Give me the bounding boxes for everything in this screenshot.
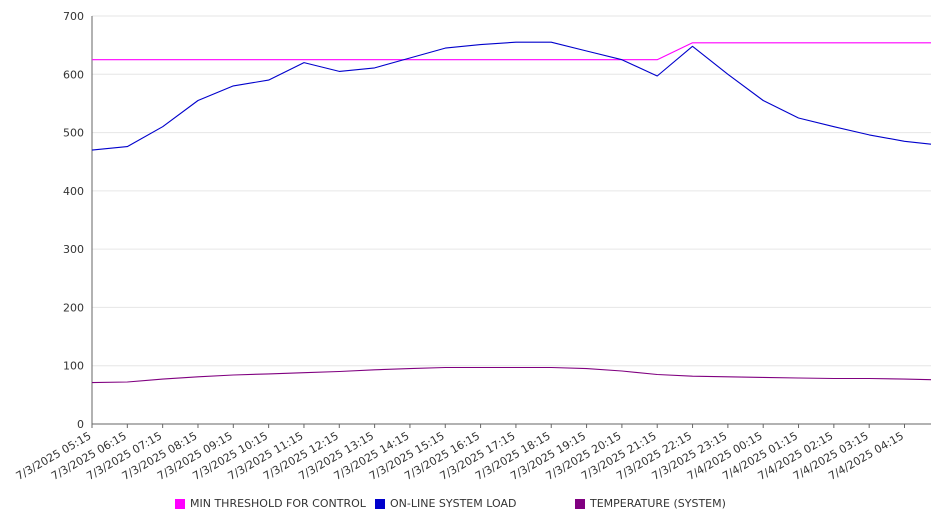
axes [91,16,931,428]
legend: MIN THRESHOLD FOR CONTROL ON-LINE SYSTEM… [0,497,946,517]
legend-item-temperature[interactable]: TEMPERATURE (SYSTEM) [575,497,726,510]
y-tick-label: 400 [63,185,84,198]
series-line-on-line-system-load [91,41,932,151]
legend-label-temperature: TEMPERATURE (SYSTEM) [590,497,726,510]
legend-swatch-temperature [575,498,585,509]
legend-item-system-load[interactable]: ON-LINE SYSTEM LOAD [375,497,516,510]
series-line-temperature-system [91,366,932,384]
legend-label-min-threshold: MIN THRESHOLD FOR CONTROL [190,497,366,510]
y-tick-label: 0 [77,418,84,431]
y-tick-label: 600 [63,68,84,81]
legend-label-system-load: ON-LINE SYSTEM LOAD [390,497,517,510]
series-line-min-threshold-for-control [92,42,931,61]
y-tick-label: 100 [63,360,84,373]
y-tick-labels: 0 100 200 300 400 500 600 700 [63,10,84,431]
y-tick-label: 300 [63,243,84,256]
legend-swatch-system-load [375,498,385,509]
y-tick-label: 500 [63,127,84,140]
gridlines [92,15,931,367]
x-tick-labels: 7/3/2025 05:157/3/2025 06:157/3/2025 07:… [14,429,906,483]
y-tick-label: 200 [63,301,84,314]
legend-swatch-min-threshold [175,498,185,509]
legend-item-min-threshold[interactable]: MIN THRESHOLD FOR CONTROL [175,497,366,510]
series-lines [91,41,932,384]
y-tick-label: 700 [63,10,84,23]
